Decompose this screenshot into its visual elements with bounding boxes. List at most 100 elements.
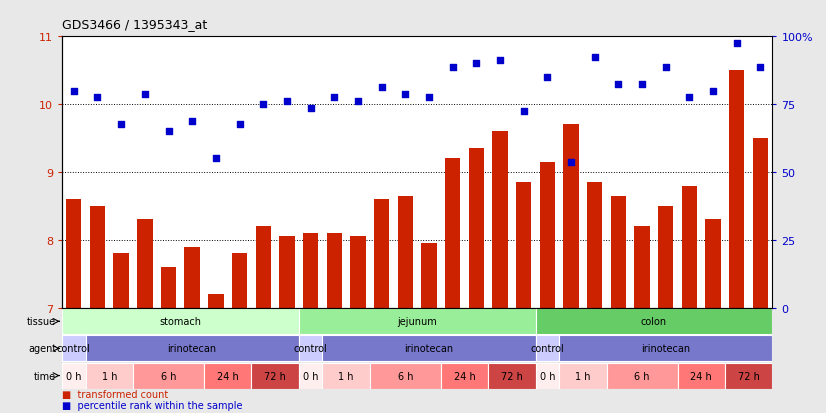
Bar <box>232 254 247 308</box>
Text: 72 h: 72 h <box>738 370 760 381</box>
Text: 72 h: 72 h <box>501 370 523 381</box>
Text: 0 h: 0 h <box>539 370 555 381</box>
Bar <box>161 267 176 308</box>
Bar <box>62 336 86 361</box>
Bar <box>90 206 105 308</box>
Point <box>730 40 743 47</box>
Point <box>635 81 648 88</box>
Point <box>422 95 435 102</box>
Text: 0 h: 0 h <box>66 370 82 381</box>
Bar <box>137 220 153 308</box>
Bar <box>208 294 224 308</box>
Bar <box>705 220 721 308</box>
Text: stomach: stomach <box>159 316 202 326</box>
Point <box>138 91 151 98</box>
Bar <box>62 309 299 335</box>
Text: 6 h: 6 h <box>397 370 413 381</box>
Text: 72 h: 72 h <box>264 370 286 381</box>
Bar <box>610 196 626 308</box>
Point <box>328 95 341 102</box>
Bar <box>658 206 673 308</box>
Bar <box>251 363 299 389</box>
Text: 1 h: 1 h <box>102 370 117 381</box>
Bar <box>184 247 200 308</box>
Text: 6 h: 6 h <box>634 370 650 381</box>
Bar <box>86 336 299 361</box>
Bar <box>255 227 271 308</box>
Point <box>706 88 719 95</box>
Point <box>375 85 388 91</box>
Bar <box>279 237 295 308</box>
Bar <box>299 363 322 389</box>
Bar <box>535 309 772 335</box>
Point <box>91 95 104 102</box>
Point <box>209 156 222 162</box>
Bar <box>606 363 677 389</box>
Point <box>564 159 577 166</box>
Bar <box>677 363 725 389</box>
Bar <box>350 237 366 308</box>
Point <box>470 61 483 68</box>
Point <box>186 119 199 125</box>
Text: 0 h: 0 h <box>303 370 318 381</box>
Bar <box>681 186 697 308</box>
Point <box>280 98 293 105</box>
Text: control: control <box>57 344 91 354</box>
Text: control: control <box>530 344 564 354</box>
Bar <box>374 199 389 308</box>
Point <box>588 54 601 61</box>
Bar <box>492 132 508 308</box>
Bar <box>113 254 129 308</box>
Point <box>67 88 80 95</box>
Point <box>351 98 364 105</box>
Text: ■  transformed count: ■ transformed count <box>62 389 169 399</box>
Text: control: control <box>294 344 327 354</box>
Bar <box>725 363 772 389</box>
Text: ■  percentile rank within the sample: ■ percentile rank within the sample <box>62 400 243 410</box>
Text: 24 h: 24 h <box>453 370 475 381</box>
Text: 6 h: 6 h <box>161 370 176 381</box>
Text: colon: colon <box>641 316 667 326</box>
Text: jejunum: jejunum <box>397 316 437 326</box>
Point <box>446 64 459 71</box>
Text: time: time <box>34 370 56 381</box>
Bar <box>516 183 531 308</box>
Text: tissue: tissue <box>27 316 56 326</box>
Bar <box>370 363 441 389</box>
Point <box>115 122 128 128</box>
Bar <box>752 139 768 308</box>
Point <box>162 128 175 135</box>
Text: irinotecan: irinotecan <box>405 344 453 354</box>
Bar <box>299 309 535 335</box>
Bar <box>322 363 370 389</box>
Text: 1 h: 1 h <box>575 370 591 381</box>
Bar <box>468 149 484 308</box>
Bar <box>539 162 555 308</box>
Bar <box>204 363 251 389</box>
Bar <box>587 183 602 308</box>
Bar <box>445 159 460 308</box>
Text: irinotecan: irinotecan <box>168 344 216 354</box>
Bar <box>488 363 535 389</box>
Point <box>304 105 317 112</box>
Bar <box>62 363 86 389</box>
Bar <box>441 363 488 389</box>
Bar <box>535 363 559 389</box>
Bar <box>133 363 204 389</box>
Point <box>493 57 506 64</box>
Bar <box>326 233 342 308</box>
Point <box>517 108 530 115</box>
Bar <box>559 336 772 361</box>
Point <box>257 102 270 108</box>
Text: 24 h: 24 h <box>691 370 712 381</box>
Bar <box>299 336 322 361</box>
Text: 1 h: 1 h <box>339 370 354 381</box>
Bar <box>66 199 82 308</box>
Point <box>659 64 672 71</box>
Bar <box>421 244 437 308</box>
Bar <box>535 336 559 361</box>
Bar <box>559 363 606 389</box>
Point <box>541 74 554 81</box>
Point <box>612 81 625 88</box>
Point <box>399 91 412 98</box>
